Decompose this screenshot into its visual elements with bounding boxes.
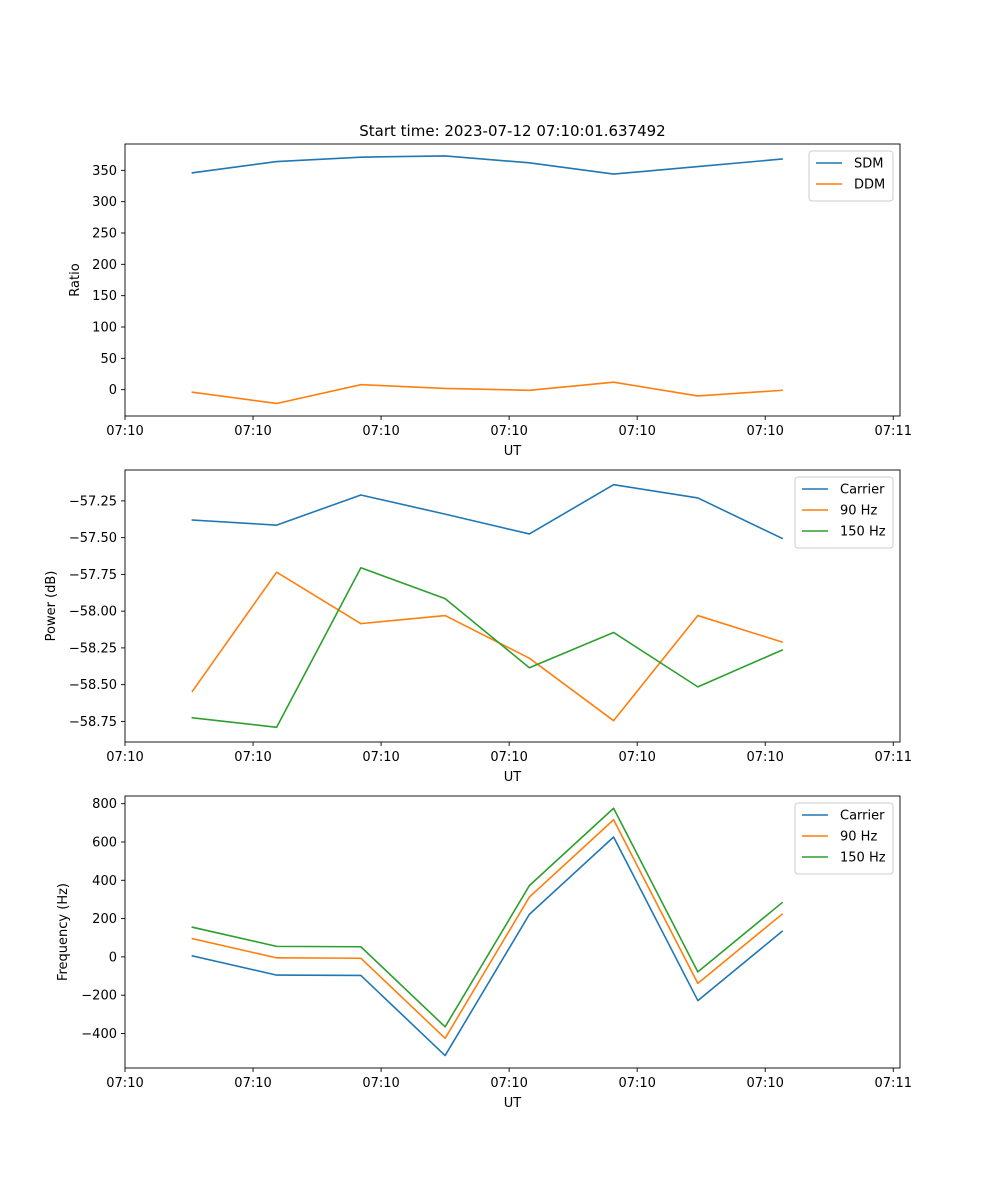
x-axis-label: UT bbox=[504, 444, 522, 459]
x-tick-label: 07:10 bbox=[362, 750, 399, 765]
axes-frame bbox=[124, 143, 901, 417]
y-tick-label: 200 bbox=[92, 912, 117, 927]
x-tick-label: 07:10 bbox=[746, 424, 783, 439]
y-tick-label: −58.25 bbox=[69, 641, 117, 656]
x-tick-label: 07:10 bbox=[490, 1076, 527, 1091]
y-tick-label: −57.25 bbox=[69, 494, 117, 509]
x-tick-label: 07:10 bbox=[618, 1076, 655, 1091]
series-line-ddm bbox=[191, 381, 783, 405]
y-tick-label: 100 bbox=[92, 321, 117, 336]
x-tick-label: 07:11 bbox=[875, 1076, 912, 1091]
x-tick-label: 07:10 bbox=[234, 424, 271, 439]
x-tick-label: 07:10 bbox=[362, 424, 399, 439]
y-tick-label: −400 bbox=[81, 1027, 117, 1042]
y-tick-label: 400 bbox=[92, 874, 117, 889]
legend-label: Carrier bbox=[840, 809, 885, 824]
x-tick-label: 07:11 bbox=[875, 424, 912, 439]
x-axis-label: UT bbox=[504, 1096, 522, 1111]
x-tick-label: 07:10 bbox=[106, 750, 143, 765]
series-line-150-hz bbox=[191, 566, 784, 729]
x-tick-label: 07:10 bbox=[106, 1076, 143, 1091]
x-tick-label: 07:10 bbox=[490, 750, 527, 765]
y-axis-label: Frequency (Hz) bbox=[56, 883, 71, 981]
x-axis-label: UT bbox=[504, 770, 522, 785]
figure-title: Start time: 2023-07-12 07:10:01.637492 bbox=[359, 122, 665, 140]
chart-panel-1: 07:10 07:10 07:10 07:10 07:10 07:10 07:11 0 50 10… bbox=[68, 143, 912, 459]
y-tick-label: 0 bbox=[109, 950, 117, 965]
x-tick-label: 07:10 bbox=[234, 1076, 271, 1091]
y-tick-label: 350 bbox=[92, 164, 117, 179]
series-line-90-hz bbox=[191, 818, 784, 1040]
y-tick-label: 200 bbox=[92, 258, 117, 273]
axes-frame bbox=[124, 795, 901, 1069]
x-tick-label: 07:11 bbox=[875, 750, 912, 765]
series-line-150-hz bbox=[191, 807, 784, 1028]
y-tick-label: −58.00 bbox=[69, 605, 117, 620]
legend-label: DDM bbox=[854, 178, 885, 193]
chart-panel-2: 07:10 07:10 07:10 07:10 07:10 07:10 07:11 −58.7… bbox=[44, 469, 912, 785]
x-tick-label: 07:10 bbox=[618, 424, 655, 439]
y-axis-label: Power (dB) bbox=[44, 571, 59, 642]
legend: Carrier 90 Hz 150 Hz bbox=[794, 476, 894, 549]
y-tick-label: 600 bbox=[92, 835, 117, 850]
x-tick-label: 07:10 bbox=[362, 1076, 399, 1091]
y-tick-label: 250 bbox=[92, 226, 117, 241]
legend-label: Carrier bbox=[840, 483, 885, 498]
x-tick-label: 07:10 bbox=[490, 424, 527, 439]
x-tick-label: 07:10 bbox=[746, 750, 783, 765]
legend-label: 150 Hz bbox=[840, 851, 886, 866]
x-tick-label: 07:10 bbox=[746, 1076, 783, 1091]
y-tick-label: −57.50 bbox=[69, 531, 117, 546]
legend: Carrier 90 Hz 150 Hz bbox=[794, 802, 894, 875]
y-tick-label: 800 bbox=[92, 797, 117, 812]
x-tick-label: 07:10 bbox=[618, 750, 655, 765]
chart-panel-3: 07:10 07:10 07:10 07:10 07:10 07:10 07:11 −400 −… bbox=[56, 795, 912, 1111]
legend-label: 90 Hz bbox=[840, 830, 877, 845]
y-tick-label: −200 bbox=[81, 989, 117, 1004]
series-line-carrier bbox=[191, 836, 784, 1057]
series-line-carrier bbox=[191, 483, 784, 540]
series-line-sdm bbox=[191, 155, 783, 175]
y-tick-label: −58.75 bbox=[69, 715, 117, 730]
y-tick-label: 0 bbox=[109, 383, 117, 398]
x-tick-label: 07:10 bbox=[234, 750, 271, 765]
legend-label: 150 Hz bbox=[840, 525, 886, 540]
legend-label: SDM bbox=[854, 157, 883, 172]
y-axis-label: Ratio bbox=[68, 263, 83, 296]
y-tick-label: 50 bbox=[100, 352, 117, 367]
y-tick-label: −58.50 bbox=[69, 678, 117, 693]
y-tick-label: 300 bbox=[92, 195, 117, 210]
legend-label: 90 Hz bbox=[840, 504, 877, 519]
x-tick-label: 07:10 bbox=[106, 424, 143, 439]
series-line-90-hz bbox=[191, 571, 784, 722]
legend: SDM DDM bbox=[808, 150, 894, 202]
axes-frame bbox=[124, 469, 901, 743]
y-tick-label: 150 bbox=[92, 289, 117, 304]
y-tick-label: −57.75 bbox=[69, 568, 117, 583]
